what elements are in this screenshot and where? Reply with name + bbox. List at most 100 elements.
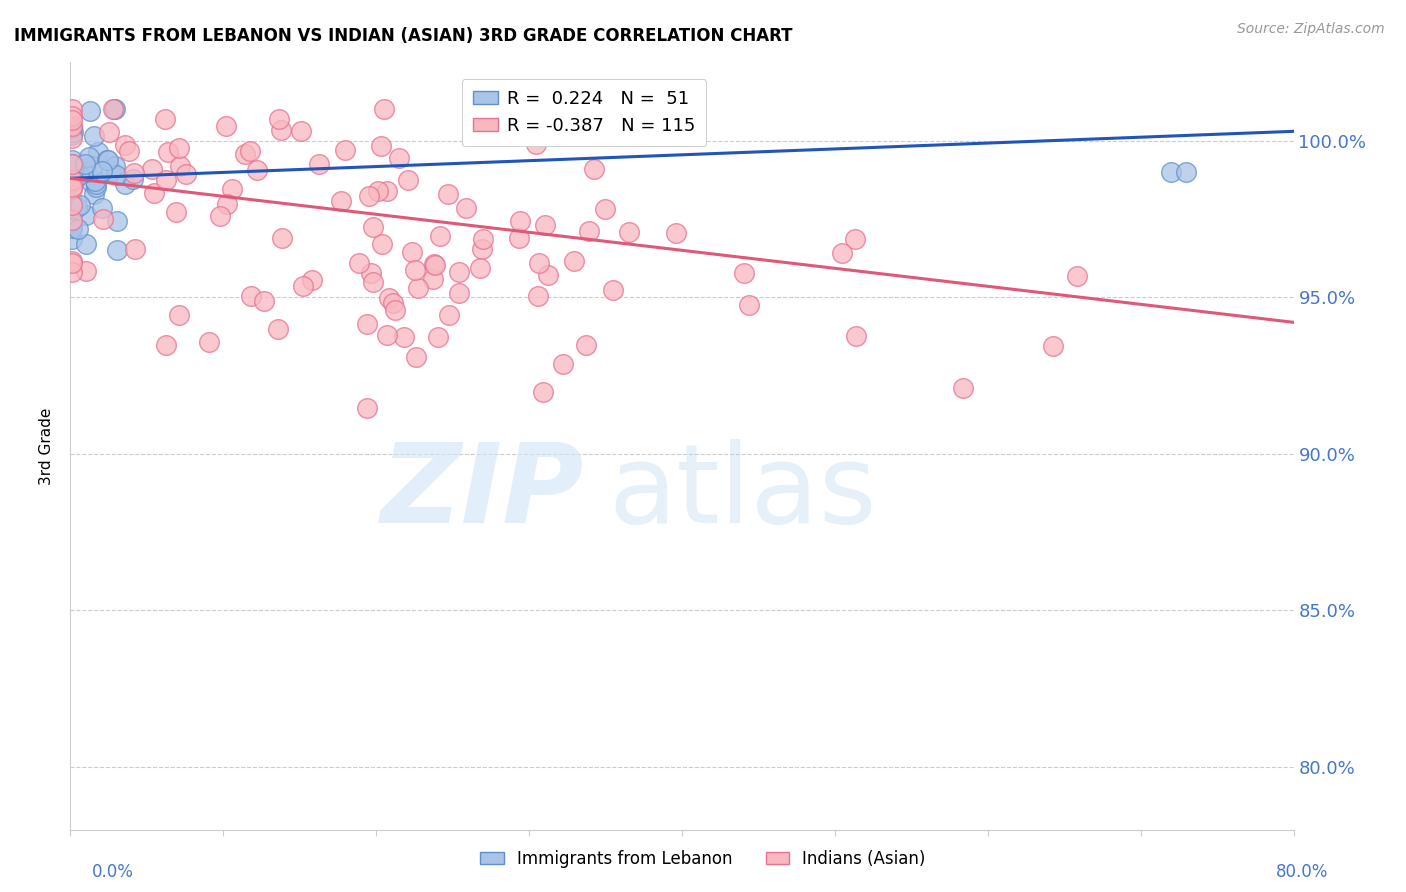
Point [845, 329, 868, 343]
Point [349, 256, 371, 270]
Point [406, 281, 429, 295]
Point [382, 296, 405, 310]
Point [105, 243, 128, 257]
Point [198, 335, 221, 350]
Point [422, 272, 444, 286]
Text: Source: ZipAtlas.com: Source: ZipAtlas.com [1237, 22, 1385, 37]
Point [437, 187, 460, 202]
Point [215, 197, 238, 211]
Point [124, 165, 146, 179]
Point [60, 128, 83, 142]
Point [62, 125, 84, 139]
Point [165, 205, 187, 219]
Point [373, 103, 395, 117]
Point [221, 181, 243, 195]
Point [141, 161, 163, 176]
Point [60, 232, 83, 246]
Text: IMMIGRANTS FROM LEBANON VS INDIAN (ASIAN) 3RD GRADE CORRELATION CHART: IMMIGRANTS FROM LEBANON VS INDIAN (ASIAN… [14, 27, 793, 45]
Point [537, 268, 560, 282]
Point [105, 168, 128, 182]
Point [270, 123, 292, 137]
Point [429, 229, 451, 244]
Point [60, 112, 83, 127]
Point [531, 384, 554, 399]
Point [508, 231, 530, 245]
Point [665, 227, 688, 241]
Point [447, 264, 470, 278]
Point [60, 207, 83, 221]
Point [63, 160, 86, 174]
Point [84, 174, 107, 188]
Point [80, 175, 103, 189]
Point [75, 208, 97, 222]
Point [239, 144, 262, 158]
Point [290, 123, 312, 137]
Point [447, 286, 470, 301]
Point [60, 103, 83, 117]
Point [153, 112, 176, 126]
Point [60, 253, 83, 268]
Point [357, 189, 380, 203]
Point [392, 330, 415, 344]
Point [367, 184, 389, 198]
Point [575, 338, 598, 352]
Point [356, 317, 378, 331]
Point [267, 112, 290, 126]
Point [831, 246, 853, 260]
Point [86, 180, 108, 194]
Point [375, 184, 398, 198]
Y-axis label: 3rd Grade: 3rd Grade [39, 408, 55, 484]
Point [437, 308, 460, 322]
Point [90, 163, 112, 178]
Point [155, 337, 177, 351]
Point [60, 182, 83, 196]
Point [215, 119, 238, 133]
Point [118, 144, 141, 158]
Point [100, 164, 122, 178]
Point [83, 129, 105, 144]
Point [63, 174, 86, 188]
Point [527, 256, 550, 270]
Point [86, 177, 108, 191]
Text: 80.0%: 80.0% [1277, 863, 1329, 880]
Point [619, 225, 641, 239]
Point [72, 165, 94, 179]
Point [738, 298, 761, 312]
Point [427, 329, 450, 343]
Point [98, 125, 121, 139]
Point [551, 357, 574, 371]
Point [370, 139, 392, 153]
Point [91, 212, 114, 227]
Point [423, 258, 446, 272]
Point [104, 103, 127, 117]
Point [157, 145, 180, 159]
Point [583, 161, 606, 176]
Point [60, 157, 83, 171]
Point [122, 172, 145, 186]
Point [401, 244, 423, 259]
Point [60, 131, 83, 145]
Point [387, 151, 409, 165]
Point [87, 145, 110, 159]
Legend: Immigrants from Lebanon, Indians (Asian): Immigrants from Lebanon, Indians (Asian) [474, 844, 932, 875]
Text: atlas: atlas [609, 439, 877, 546]
Point [1175, 165, 1198, 179]
Point [208, 209, 231, 223]
Point [80, 159, 103, 173]
Point [471, 242, 494, 256]
Point [333, 143, 356, 157]
Point [60, 109, 83, 123]
Point [361, 275, 384, 289]
Point [79, 104, 101, 119]
Point [75, 237, 97, 252]
Point [155, 172, 177, 186]
Point [60, 173, 83, 187]
Point [378, 291, 401, 305]
Point [60, 195, 83, 210]
Point [167, 140, 190, 154]
Point [60, 153, 83, 168]
Point [167, 308, 190, 322]
Point [1160, 165, 1182, 179]
Point [91, 201, 114, 215]
Point [593, 202, 616, 217]
